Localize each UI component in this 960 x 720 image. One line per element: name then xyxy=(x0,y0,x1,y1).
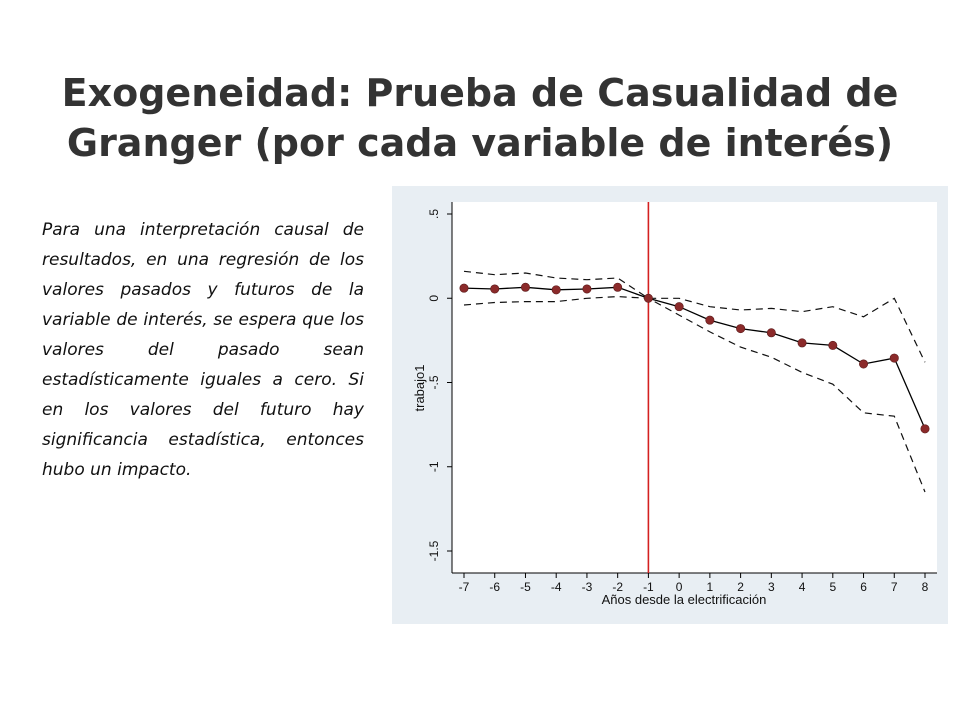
y-tick-label: -1.5 xyxy=(427,540,441,561)
x-tick-label: -3 xyxy=(582,580,593,594)
x-tick-label: -2 xyxy=(612,580,623,594)
x-tick-label: 1 xyxy=(707,580,714,594)
estimate-point xyxy=(490,284,500,294)
estimate-point xyxy=(920,424,930,434)
slide-title: Exogeneidad: Prueba de Casualidad de Gra… xyxy=(40,68,920,168)
x-tick-label: 2 xyxy=(737,580,744,594)
estimate-point xyxy=(551,285,561,295)
estimate-point xyxy=(643,293,653,303)
x-tick-label: -4 xyxy=(551,580,562,594)
body-paragraph: Para una interpretación causal de result… xyxy=(42,220,364,480)
y-tick-label: -.5 xyxy=(427,375,441,389)
estimate-point xyxy=(582,284,592,294)
y-tick-label: .5 xyxy=(427,209,441,219)
estimate-point xyxy=(674,302,684,312)
x-axis-title: Años desde la electrificación xyxy=(602,592,767,607)
chart-panel: -7 -6 -5 -4 -3 -2 -1 0 1 2 3 4 5 6 7 8 .5 0 -.5 -1 -1.5 Año… xyxy=(392,186,948,624)
y-axis-title: trabajo1 xyxy=(412,365,427,412)
y-tick-label: -1 xyxy=(427,461,441,472)
estimate-point xyxy=(859,359,869,369)
plot-area xyxy=(452,202,937,573)
estimate-point xyxy=(705,315,715,325)
event-study-chart: -7 -6 -5 -4 -3 -2 -1 0 1 2 3 4 5 6 7 8 .5 0 -.5 -1 -1.5 Año… xyxy=(412,202,937,607)
x-tick-label: -6 xyxy=(489,580,500,594)
estimate-line xyxy=(463,286,926,430)
x-tick-label: -7 xyxy=(459,580,470,594)
slide-title-line1: Exogeneidad: Prueba de Casualidad de xyxy=(61,71,899,115)
x-tick-label: 3 xyxy=(768,580,775,594)
x-tick-label: 7 xyxy=(891,580,898,594)
x-tick-label: -1 xyxy=(643,580,654,594)
estimate-point xyxy=(736,324,746,334)
estimate-point xyxy=(613,282,623,292)
x-tick-label: 8 xyxy=(922,580,929,594)
y-tick-label: 0 xyxy=(427,295,441,302)
x-tick-label: -5 xyxy=(520,580,531,594)
lower-ci-line xyxy=(463,295,926,493)
estimate-point xyxy=(889,353,899,363)
x-tick-label: 4 xyxy=(799,580,806,594)
x-tick-label: 6 xyxy=(860,580,867,594)
upper-ci-line xyxy=(463,270,926,363)
estimate-point xyxy=(797,338,807,348)
estimate-point xyxy=(828,340,838,350)
x-tick-label: 0 xyxy=(676,580,683,594)
slide-title-line2: Granger (por cada variable de interés) xyxy=(66,121,894,165)
estimate-point xyxy=(766,328,776,338)
estimate-point xyxy=(459,283,469,293)
estimate-point xyxy=(520,282,530,292)
x-tick-label: 5 xyxy=(829,580,836,594)
